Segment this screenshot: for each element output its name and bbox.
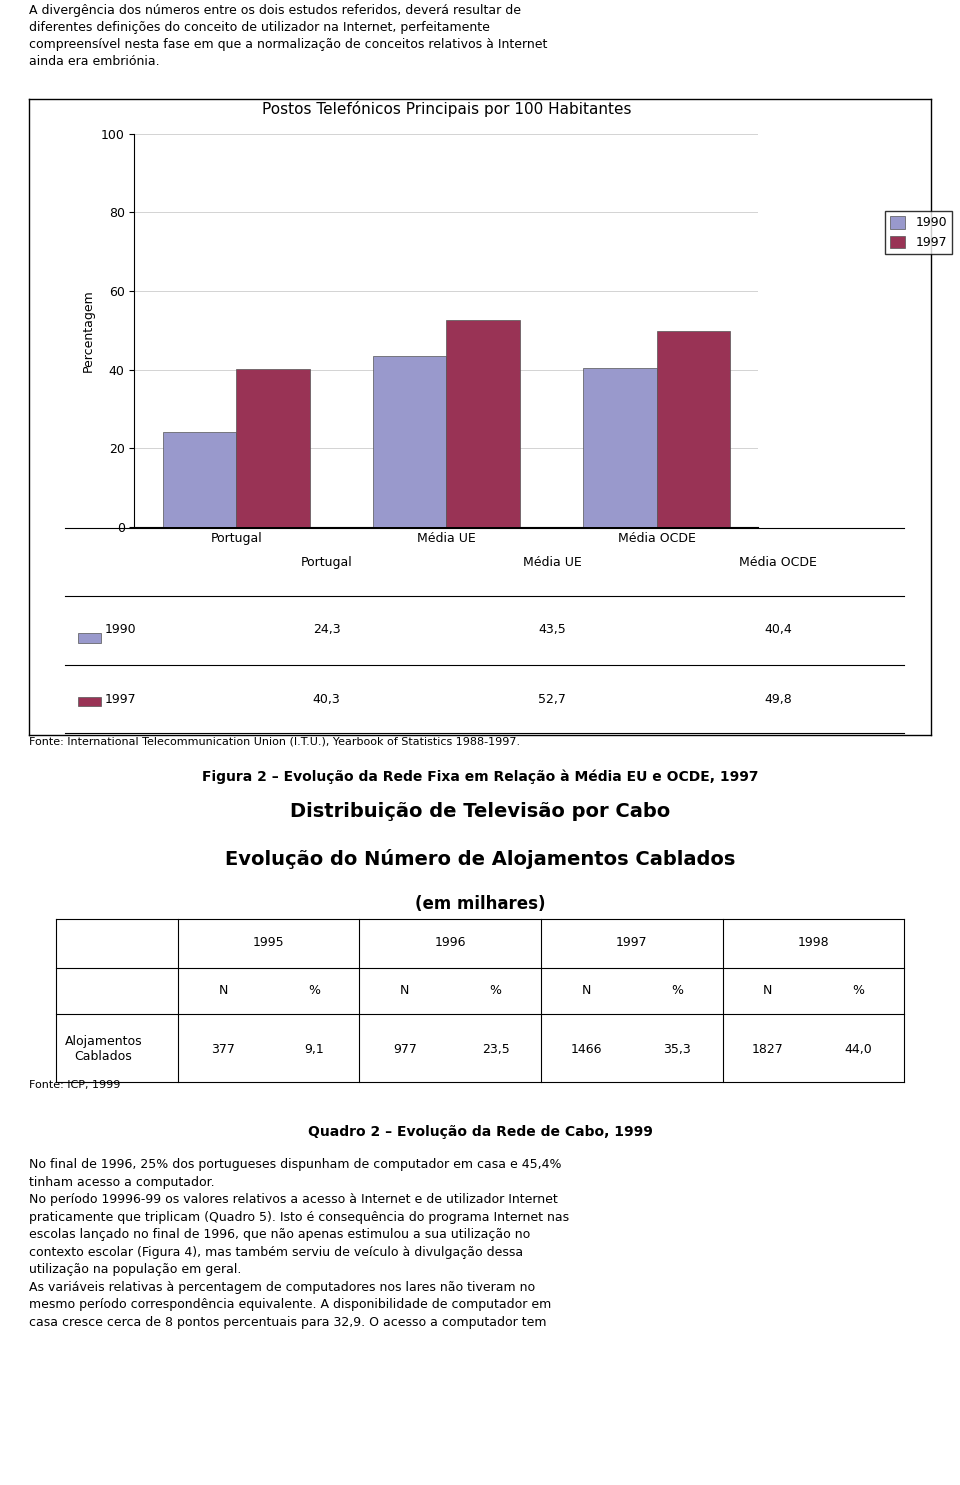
- Bar: [446, 319, 520, 527]
- Text: 40,3: 40,3: [313, 692, 341, 705]
- Text: Portugal: Portugal: [300, 555, 352, 569]
- Text: A divergência dos números entre os dois estudos referidos, deverá resultar de
di: A divergência dos números entre os dois …: [29, 4, 547, 68]
- Text: 23,5: 23,5: [482, 1042, 510, 1056]
- Title: Postos Telefónicos Principais por 100 Habitantes: Postos Telefónicos Principais por 100 Ha…: [262, 101, 631, 117]
- Text: N: N: [400, 985, 409, 998]
- Text: 1827: 1827: [752, 1042, 783, 1056]
- Bar: [79, 633, 101, 643]
- Text: 977: 977: [393, 1042, 417, 1056]
- Text: 1997: 1997: [105, 692, 136, 705]
- Text: Evolução do Número de Alojamentos Cablados: Evolução do Número de Alojamentos Cablad…: [225, 849, 735, 869]
- Text: %: %: [490, 985, 501, 998]
- Bar: [79, 696, 101, 705]
- Text: 24,3: 24,3: [313, 624, 341, 636]
- Text: 49,8: 49,8: [764, 692, 792, 705]
- Text: %: %: [852, 985, 865, 998]
- Y-axis label: Percentagem: Percentagem: [83, 290, 95, 371]
- Text: 35,3: 35,3: [663, 1042, 691, 1056]
- Text: Fonte: International Telecommunication Union (I.T.U.), Yearbook of Statistics 19: Fonte: International Telecommunication U…: [29, 737, 520, 747]
- Text: %: %: [308, 985, 320, 998]
- Text: 40,4: 40,4: [764, 624, 792, 636]
- Text: 1998: 1998: [798, 936, 829, 949]
- Text: Distribuição de Televisão por Cabo: Distribuição de Televisão por Cabo: [290, 802, 670, 821]
- Text: Média UE: Média UE: [523, 555, 582, 569]
- Bar: [163, 432, 236, 527]
- Text: 1466: 1466: [570, 1042, 602, 1056]
- Text: 1996: 1996: [434, 936, 466, 949]
- Text: (em milhares): (em milhares): [415, 894, 545, 913]
- Legend: 1990, 1997: 1990, 1997: [885, 211, 951, 254]
- Bar: [372, 356, 446, 527]
- Bar: [657, 331, 730, 527]
- Text: Fonte: ICP, 1999: Fonte: ICP, 1999: [29, 1080, 120, 1090]
- Text: N: N: [763, 985, 773, 998]
- Bar: [236, 368, 310, 527]
- Text: 52,7: 52,7: [539, 692, 566, 705]
- Bar: [583, 368, 657, 527]
- Text: 1990: 1990: [105, 624, 136, 636]
- Text: Média OCDE: Média OCDE: [739, 555, 817, 569]
- Text: Figura 2 – Evolução da Rede Fixa em Relação à Média EU e OCDE, 1997: Figura 2 – Evolução da Rede Fixa em Rela…: [202, 769, 758, 784]
- Text: No final de 1996, 25% dos portugueses dispunham de computador em casa e 45,4%
ti: No final de 1996, 25% dos portugueses di…: [29, 1158, 569, 1329]
- Text: 1997: 1997: [616, 936, 648, 949]
- Text: Alojamentos
Cablados: Alojamentos Cablados: [64, 1035, 142, 1063]
- Text: 377: 377: [211, 1042, 235, 1056]
- Text: N: N: [219, 985, 228, 998]
- Text: %: %: [671, 985, 684, 998]
- Text: 44,0: 44,0: [845, 1042, 873, 1056]
- Text: N: N: [582, 985, 591, 998]
- Text: Quadro 2 – Evolução da Rede de Cabo, 1999: Quadro 2 – Evolução da Rede de Cabo, 199…: [307, 1124, 653, 1139]
- Text: 1995: 1995: [252, 936, 284, 949]
- Text: 9,1: 9,1: [304, 1042, 324, 1056]
- Text: 43,5: 43,5: [539, 624, 566, 636]
